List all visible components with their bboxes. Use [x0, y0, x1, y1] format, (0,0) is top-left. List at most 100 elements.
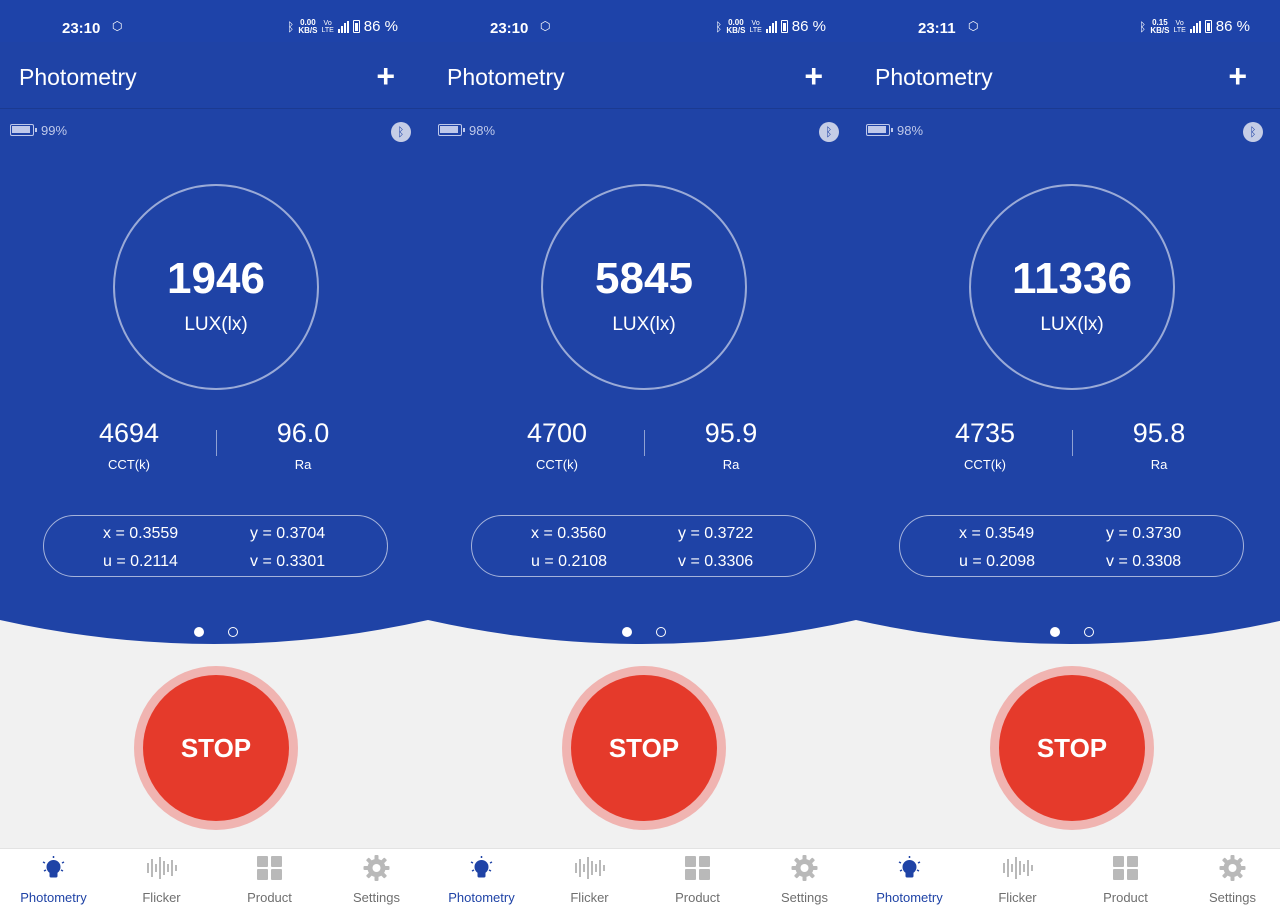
waveform-icon — [1003, 857, 1033, 879]
phone-battery-percent: 86 % — [363, 18, 398, 35]
lightbulb-icon — [470, 856, 493, 878]
lightbulb-icon — [898, 856, 921, 878]
device-battery-percent: 99% — [41, 123, 68, 138]
nav-flicker[interactable]: Flicker — [964, 849, 1071, 907]
app-bar: Photometry + — [428, 42, 856, 108]
nav-label: Settings — [353, 890, 400, 905]
volte-icon: Vo LTE — [1173, 19, 1186, 34]
page-indicator — [1050, 627, 1100, 639]
device-status-bar: 98% ᛒ — [438, 122, 849, 142]
nav-product[interactable]: Product — [216, 849, 323, 907]
nav-product[interactable]: Product — [644, 849, 751, 907]
ra-label: Ra — [722, 457, 740, 472]
volte-icon: Vo LTE — [321, 19, 334, 34]
status-icons: ᛒ 0.00 KB/S Vo LTE 86 % — [287, 18, 398, 35]
bluetooth-icon: ᛒ — [287, 19, 295, 34]
page-indicator — [194, 627, 244, 639]
nav-label: Flicker — [570, 890, 609, 905]
stop-button[interactable]: STOP — [571, 675, 717, 821]
nav-photometry[interactable]: Photometry — [428, 849, 535, 907]
cct-metric: 4735 CCT(k) — [910, 418, 1060, 472]
bottom-navigation: Photometry Flicker Product Settings — [0, 848, 428, 907]
grid-icon — [1113, 856, 1138, 880]
signal-icon — [765, 20, 777, 33]
cct-label: CCT(k) — [536, 457, 578, 472]
phone-screen: 23:11 ⬡ ᛒ 0.15 KB/S Vo LTE 86 % Photometry… — [856, 0, 1280, 907]
device-battery-percent: 98% — [469, 123, 496, 138]
nav-flicker[interactable]: Flicker — [536, 849, 643, 907]
bottom-navigation: Photometry Flicker Product Settings — [428, 848, 856, 907]
nav-label: Photometry — [448, 890, 515, 905]
nav-settings[interactable]: Settings — [751, 849, 856, 907]
u-coordinate: u = 0.2098 — [959, 553, 1036, 570]
status-bar: 23:11 ⬡ ᛒ 0.15 KB/S Vo LTE 86 % — [856, 0, 1280, 42]
phone-battery-icon — [1204, 20, 1212, 33]
nav-product[interactable]: Product — [1072, 849, 1179, 907]
phone-battery-percent: 86 % — [1215, 18, 1250, 35]
chromaticity-coordinates: x = 0.3559 y = 0.3704 u = 0.2114 v = 0.3… — [43, 515, 388, 577]
plus-icon[interactable]: + — [804, 58, 823, 94]
metrics-row: 4694 CCT(k) 96.0 Ra — [0, 418, 428, 478]
nav-photometry[interactable]: Photometry — [856, 849, 963, 907]
bluetooth-icon[interactable]: ᛒ — [390, 122, 411, 142]
phone-screen: 23:10 ⬡ ᛒ 0.00 KB/S Vo LTE 86 % Photometry… — [428, 0, 856, 907]
bluetooth-icon: ᛒ — [715, 19, 723, 34]
device-battery-percent: 98% — [897, 123, 924, 138]
lux-value: 11336 — [1012, 254, 1132, 303]
nav-label: Product — [675, 890, 720, 905]
bluetooth-icon[interactable]: ᛒ — [818, 122, 839, 142]
nav-settings[interactable]: Settings — [1179, 849, 1280, 907]
ra-metric: 95.9 Ra — [656, 418, 806, 472]
page-title: Photometry — [875, 64, 993, 90]
metric-divider — [216, 430, 217, 456]
bluetooth-icon[interactable]: ᛒ — [1243, 122, 1264, 142]
cube-icon: ⬡ — [968, 19, 979, 33]
nav-label: Product — [247, 890, 292, 905]
u-coordinate: u = 0.2114 — [103, 553, 178, 570]
page-dot[interactable] — [228, 627, 238, 637]
plus-icon[interactable]: + — [376, 58, 395, 94]
battery-icon — [866, 124, 893, 136]
battery-icon — [10, 124, 37, 136]
page-dot[interactable] — [1084, 627, 1094, 637]
lightbulb-icon — [42, 856, 65, 878]
lux-unit: LUX(lx) — [1040, 314, 1104, 335]
device-status-bar: 99% ᛒ — [10, 122, 421, 142]
stop-button[interactable]: STOP — [143, 675, 289, 821]
plus-icon[interactable]: + — [1228, 58, 1247, 94]
x-coordinate: x = 0.3559 — [103, 525, 179, 542]
waveform-icon — [147, 857, 177, 879]
device-status-bar: 98% ᛒ — [866, 122, 1273, 142]
volte-icon: Vo LTE — [749, 19, 762, 34]
status-icons: ᛒ 0.00 KB/S Vo LTE 86 % — [715, 18, 826, 35]
v-coordinate: v = 0.3306 — [678, 553, 754, 570]
ra-value: 95.9 — [704, 418, 758, 448]
network-speed: 0.00 KB/S — [298, 17, 318, 35]
cct-value: 4694 — [98, 418, 160, 448]
page-dot-active[interactable] — [1050, 627, 1060, 637]
nav-flicker[interactable]: Flicker — [108, 849, 215, 907]
app-bar: Photometry + — [856, 42, 1280, 108]
ra-label: Ra — [1150, 457, 1168, 472]
waveform-icon — [575, 857, 605, 879]
metric-divider — [1072, 430, 1073, 456]
page-dot-active[interactable] — [622, 627, 632, 637]
bluetooth-icon: ᛒ — [1139, 19, 1147, 34]
ra-value: 95.8 — [1132, 418, 1186, 448]
y-coordinate: y = 0.3730 — [1106, 525, 1182, 542]
signal-icon — [1189, 20, 1201, 33]
phone-battery-percent: 86 % — [791, 18, 826, 35]
metrics-row: 4735 CCT(k) 95.8 Ra — [856, 418, 1280, 478]
gear-icon — [1219, 855, 1246, 881]
y-coordinate: y = 0.3704 — [250, 525, 326, 542]
page-dot[interactable] — [656, 627, 666, 637]
page-dot-active[interactable] — [194, 627, 204, 637]
cct-metric: 4694 CCT(k) — [54, 418, 204, 472]
lux-gauge: 5845 LUX(lx) — [541, 184, 747, 390]
nav-settings[interactable]: Settings — [323, 849, 428, 907]
signal-icon — [337, 20, 349, 33]
page-title: Photometry — [19, 64, 137, 90]
stop-button[interactable]: STOP — [999, 675, 1145, 821]
nav-photometry[interactable]: Photometry — [0, 849, 107, 907]
